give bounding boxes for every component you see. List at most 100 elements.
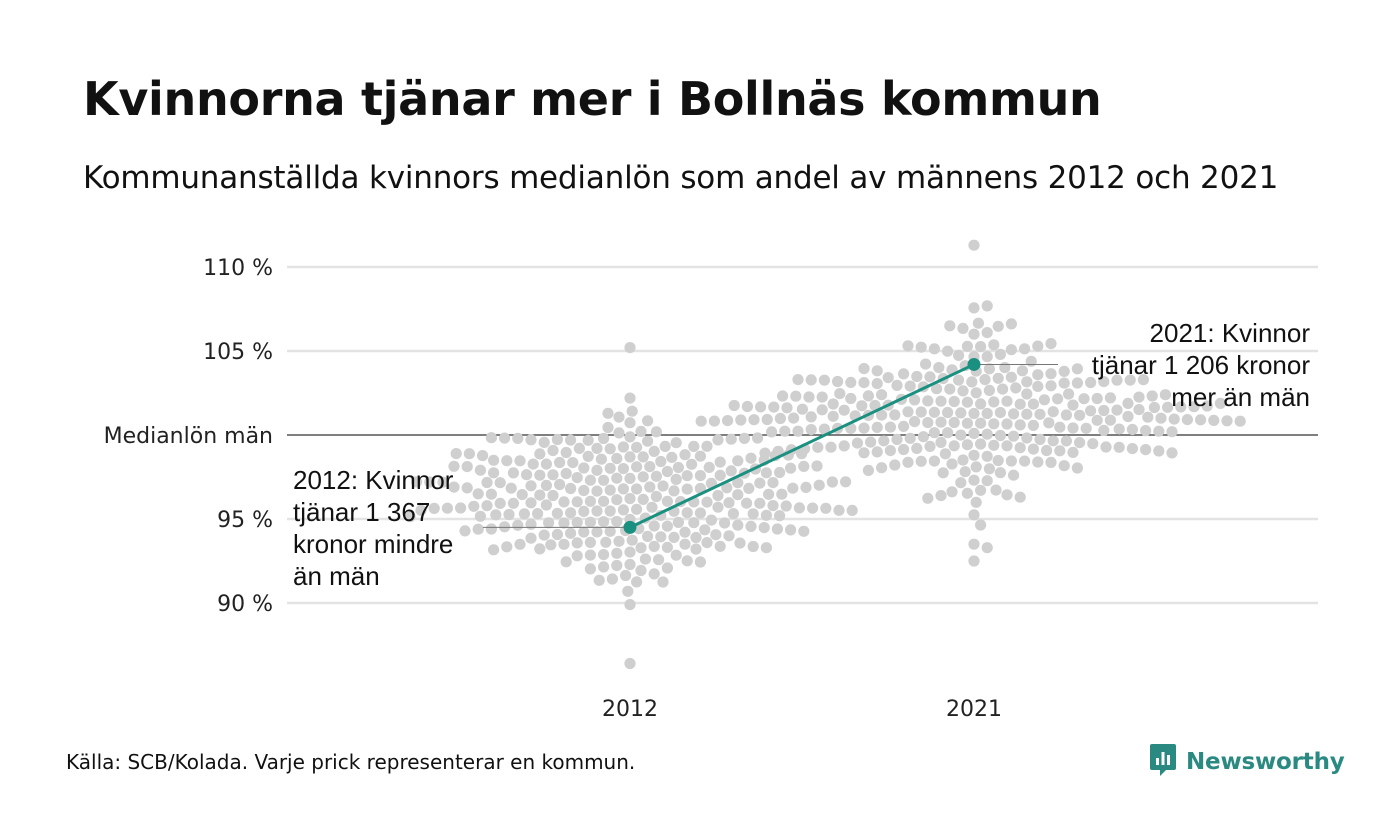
municipality-dot	[631, 461, 643, 473]
municipality-dot	[970, 461, 982, 473]
municipality-dot	[915, 406, 927, 418]
municipality-dot	[657, 480, 669, 492]
municipality-dot	[915, 455, 927, 467]
municipality-dot	[970, 496, 982, 508]
municipality-dot	[611, 452, 623, 465]
chart-title: Kvinnorna tjänar mer i Bollnäs kommun	[83, 72, 1102, 126]
municipality-dot	[512, 432, 524, 444]
municipality-dot	[1014, 491, 1026, 503]
municipality-dot	[957, 454, 969, 466]
municipality-dot	[827, 398, 839, 410]
municipality-dot	[591, 526, 603, 538]
municipality-dot	[970, 387, 982, 399]
municipality-dot	[758, 522, 770, 534]
municipality-dot	[1085, 376, 1097, 389]
municipality-dot	[679, 538, 691, 550]
municipality-dot	[672, 461, 685, 474]
municipality-dot	[928, 406, 941, 418]
municipality-dot	[1001, 489, 1013, 501]
municipality-dot	[642, 530, 654, 543]
municipality-dot	[865, 436, 877, 448]
municipality-dot	[983, 463, 996, 475]
municipality-dot	[876, 409, 888, 421]
municipality-dot	[1137, 374, 1149, 386]
municipality-dot	[488, 467, 500, 479]
municipality-dot	[705, 514, 718, 526]
municipality-dot	[714, 456, 726, 468]
municipality-dot	[1010, 382, 1022, 394]
municipality-dot	[994, 467, 1007, 479]
brand[interactable]: Newsworthy	[1148, 742, 1345, 782]
municipality-dot	[602, 421, 614, 434]
municipality-dot	[840, 476, 852, 488]
municipality-dot	[812, 441, 824, 453]
municipality-dot	[1098, 404, 1110, 417]
municipality-dot	[948, 416, 960, 429]
municipality-dot	[1122, 397, 1134, 409]
municipality-dot	[591, 485, 603, 497]
bollnas-point-2021	[967, 357, 981, 371]
municipality-dot	[571, 472, 583, 484]
municipality-dot	[584, 474, 597, 486]
municipality-dot	[637, 493, 649, 505]
municipality-dot	[584, 549, 597, 561]
municipality-dot	[644, 481, 656, 493]
municipality-dot	[488, 544, 500, 556]
municipality-dot	[975, 519, 987, 531]
municipality-dot	[688, 517, 700, 529]
municipality-dot	[1060, 435, 1072, 447]
municipality-dot	[571, 537, 583, 549]
municipality-dot	[902, 340, 914, 352]
municipality-dot	[763, 488, 775, 500]
municipality-dot	[871, 365, 883, 377]
municipality-dot	[1034, 433, 1046, 445]
municipality-dot	[961, 487, 974, 499]
municipality-dot	[499, 432, 511, 444]
municipality-dot	[876, 389, 888, 401]
municipality-dot	[558, 517, 570, 529]
municipality-dot	[767, 477, 779, 489]
municipality-dot	[477, 450, 489, 462]
municipality-dot	[933, 362, 945, 374]
municipality-dot	[781, 402, 793, 414]
brand-name: Newsworthy	[1186, 749, 1345, 775]
y-tick-label: 90 %	[217, 592, 273, 617]
municipality-dot	[922, 417, 934, 429]
municipality-dot	[944, 320, 956, 332]
bollnas-line	[629, 363, 975, 529]
municipality-dot	[679, 449, 691, 461]
municipality-dot	[472, 523, 484, 535]
municipality-dot	[602, 407, 614, 419]
municipality-dot	[846, 504, 858, 516]
municipality-dot	[1067, 446, 1079, 458]
municipality-dot	[785, 524, 797, 536]
municipality-dot	[540, 499, 553, 511]
municipality-dot	[648, 568, 660, 580]
municipality-dot	[1021, 388, 1033, 400]
municipality-dot	[598, 561, 610, 573]
municipality-dot	[942, 406, 954, 419]
municipality-dot	[617, 504, 630, 516]
municipality-dot	[858, 377, 870, 389]
municipality-dot	[593, 574, 605, 586]
municipality-dot	[573, 442, 586, 454]
municipality-dot	[961, 417, 974, 429]
municipality-dot	[988, 339, 1000, 351]
municipality-dot	[838, 440, 850, 452]
annotations: 2012: Kvinnor tjänar 1 367 kronor mindre än…	[293, 318, 1310, 591]
municipality-dot	[983, 384, 996, 396]
municipality-dot	[1098, 424, 1110, 436]
municipality-dot	[604, 443, 616, 455]
municipality-dot	[514, 455, 526, 467]
municipality-dot	[1034, 408, 1046, 420]
municipality-dot	[578, 462, 590, 474]
municipality-dot	[1080, 422, 1092, 434]
municipality-dot	[723, 530, 735, 542]
municipality-dot	[826, 476, 839, 488]
municipality-dot	[1181, 414, 1193, 426]
municipality-dot	[833, 504, 845, 516]
municipality-dot	[424, 476, 436, 488]
municipality-dot	[942, 345, 954, 357]
municipality-dot	[1021, 408, 1033, 420]
